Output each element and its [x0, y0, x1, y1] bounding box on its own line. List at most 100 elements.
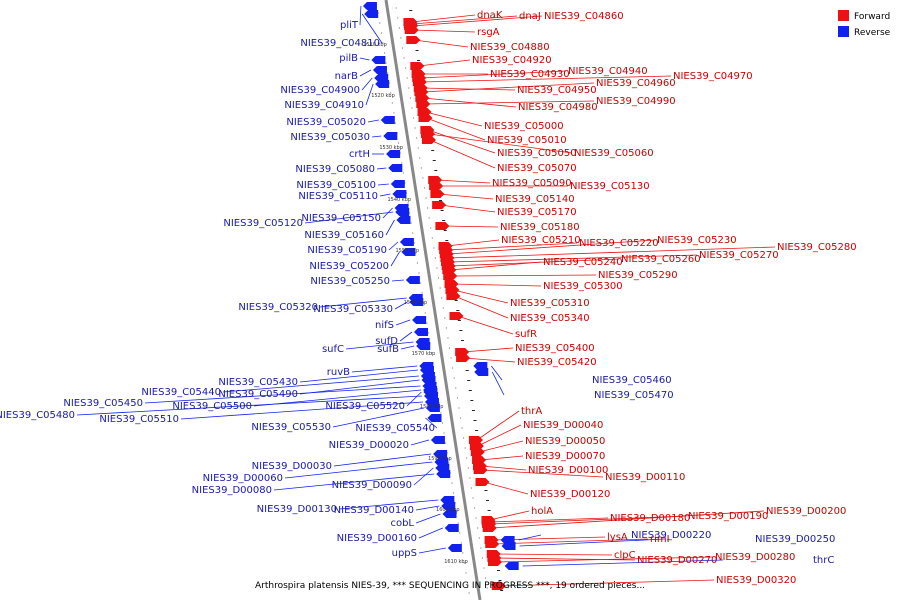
reverse-connector — [394, 301, 408, 310]
reverse-connector — [491, 365, 503, 381]
reverse-gene-arrow — [441, 502, 456, 510]
coord-dot — [400, 37, 402, 39]
reverse-gene-label: NIES39_C04910 — [284, 100, 364, 111]
reverse-connector — [382, 207, 393, 219]
reverse-connector — [399, 331, 413, 342]
reverse-gene-label: NIES39_C05330 — [313, 304, 393, 315]
forward-gene-label: dnaK — [477, 10, 503, 21]
coord-dot — [398, 142, 400, 144]
reverse-gene-label: NIES39_D00130 — [257, 504, 337, 515]
forward-gene-label: NIES39_D00190 — [688, 511, 768, 522]
reverse-connector — [425, 417, 438, 429]
coord-dot — [458, 407, 460, 409]
reverse-gene-label: NIES39_C05530 — [251, 422, 331, 433]
forward-connector — [418, 59, 471, 67]
small-marker — [471, 410, 475, 411]
scale-tick-label: 1570 kbp — [412, 351, 436, 357]
forward-connector — [451, 274, 597, 277]
reverse-gene-arrow — [390, 180, 405, 188]
forward-connector — [450, 261, 542, 271]
reverse-connector — [361, 13, 383, 44]
reverse-connector — [415, 505, 440, 511]
small-marker — [417, 60, 421, 61]
coord-dot — [413, 242, 415, 244]
coord-dot — [411, 107, 413, 109]
coord-dot — [440, 412, 442, 414]
coord-dot — [428, 217, 430, 219]
coord-dot — [403, 57, 405, 59]
reverse-connector — [379, 193, 391, 197]
gene-labels: dnaK dnaJ NIES39_C04860 rsgA NIES39_C04880 NI… — [0, 10, 857, 586]
forward-gene-arrow — [475, 478, 490, 486]
reverse-connector — [359, 5, 362, 26]
small-marker — [439, 200, 443, 201]
coord-dot — [397, 17, 399, 19]
forward-gene-label: NIES39_C05420 — [517, 357, 597, 368]
small-marker — [454, 300, 458, 301]
forward-gene-label: NIES39_C04920 — [472, 55, 552, 66]
reverse-connector — [522, 559, 724, 567]
forward-gene-arrow — [406, 36, 421, 44]
small-marker — [415, 50, 419, 51]
forward-connector — [454, 295, 509, 319]
reverse-connector — [413, 467, 434, 486]
coord-dot — [441, 422, 444, 424]
coord-dot — [443, 432, 445, 434]
coord-dot — [437, 277, 440, 279]
coord-dot — [390, 92, 392, 94]
reverse-connector — [284, 461, 433, 479]
coord-dot — [427, 332, 429, 334]
reverse-gene-label: NIES39_D00140 — [334, 505, 414, 516]
forward-gene-arrow — [449, 312, 464, 320]
coord-dot — [483, 567, 485, 569]
forward-gene-label: NIES39_C05220 — [579, 238, 659, 249]
forward-connector — [463, 347, 514, 353]
forward-gene-label: NIES39_C05270 — [699, 250, 779, 261]
reverse-connector — [418, 547, 446, 554]
coord-dot — [426, 322, 428, 324]
small-marker — [484, 490, 488, 491]
coord-dot — [405, 67, 407, 69]
forward-gene-arrow — [456, 354, 471, 362]
forward-gene-label: NIES39_C05140 — [495, 194, 575, 205]
reverse-connector — [367, 119, 379, 123]
feature-connector-lines — [76, 5, 776, 587]
forward-gene-label: rsgA — [477, 27, 500, 38]
forward-gene-label: NIES39_D00200 — [766, 506, 846, 517]
coord-dot — [451, 482, 453, 484]
reverse-gene-arrow — [401, 248, 416, 256]
scale-tick-label: 1530 kbp — [379, 145, 403, 151]
forward-gene-label: rimI — [650, 534, 670, 545]
forward-gene-label: NIES39_C04950 — [517, 85, 597, 96]
small-marker — [434, 170, 438, 171]
reverse-connector — [345, 341, 414, 350]
reverse-connector — [406, 391, 422, 407]
reverse-gene-arrow — [388, 164, 403, 172]
small-marker — [445, 240, 449, 241]
coord-dot — [416, 137, 418, 139]
forward-connector — [426, 117, 486, 141]
reverse-connector — [391, 279, 404, 282]
forward-gene-label: NIES39_D00050 — [525, 436, 605, 447]
forward-gene-label: NIES39_C05090 — [492, 178, 572, 189]
reverse-gene-label: NIES39_C04810 — [300, 38, 380, 49]
forward-connector — [440, 204, 496, 213]
coord-dot — [463, 437, 465, 439]
forward-connector — [443, 225, 499, 228]
reverse-gene-label: NIES39_D00220 — [631, 530, 711, 541]
coord-dot — [472, 497, 474, 499]
coord-dot — [419, 282, 422, 284]
forward-connector — [411, 14, 476, 23]
reverse-gene-label: NIES39_C05440 — [141, 387, 221, 398]
reverse-connector — [273, 473, 435, 491]
coord-dot — [407, 202, 409, 204]
reverse-gene-label: NIES39_D00030 — [252, 461, 332, 472]
reverse-gene-arrow — [399, 238, 414, 246]
reverse-gene-label: NIES39_C05520 — [325, 401, 405, 412]
reverse-gene-label: NIES39_C05020 — [286, 117, 366, 128]
coord-dot — [470, 487, 473, 489]
reverse-gene-label: NIES39_D00250 — [755, 534, 835, 545]
small-marker — [443, 230, 447, 231]
coord-dot — [455, 387, 457, 389]
gene-features — [362, 2, 519, 590]
